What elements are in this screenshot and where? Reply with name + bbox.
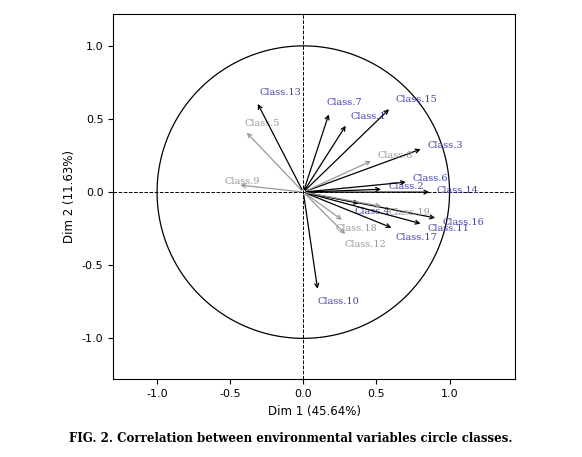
Text: Class.6: Class.6 [413, 175, 449, 183]
Text: Class.19: Class.19 [388, 208, 430, 217]
Text: Class.11: Class.11 [428, 224, 470, 233]
Text: Class.2: Class.2 [388, 182, 424, 191]
Text: Class.5: Class.5 [245, 119, 281, 128]
Text: Class.17: Class.17 [395, 233, 437, 242]
Text: Class.15: Class.15 [395, 96, 437, 105]
X-axis label: Dim 1 (45.64%): Dim 1 (45.64%) [268, 404, 361, 418]
Text: Class.8: Class.8 [378, 151, 413, 160]
Text: Class.1: Class.1 [350, 112, 386, 121]
Text: Class.4: Class.4 [354, 207, 390, 216]
Text: Class.18: Class.18 [335, 224, 377, 233]
Text: Class.3: Class.3 [428, 141, 463, 150]
Text: Class.12: Class.12 [345, 240, 386, 249]
Text: FIG. 2. Correlation between environmental variables circle classes.: FIG. 2. Correlation between environmenta… [69, 432, 513, 445]
Text: Class.9: Class.9 [224, 177, 260, 186]
Text: Class.10: Class.10 [318, 298, 360, 306]
Text: Class.14: Class.14 [436, 186, 478, 195]
Y-axis label: Dim 2 (11.63%): Dim 2 (11.63%) [63, 150, 76, 243]
Text: Class.16: Class.16 [442, 218, 484, 227]
Text: Class.13: Class.13 [260, 88, 301, 97]
Text: Class.7: Class.7 [327, 98, 363, 107]
